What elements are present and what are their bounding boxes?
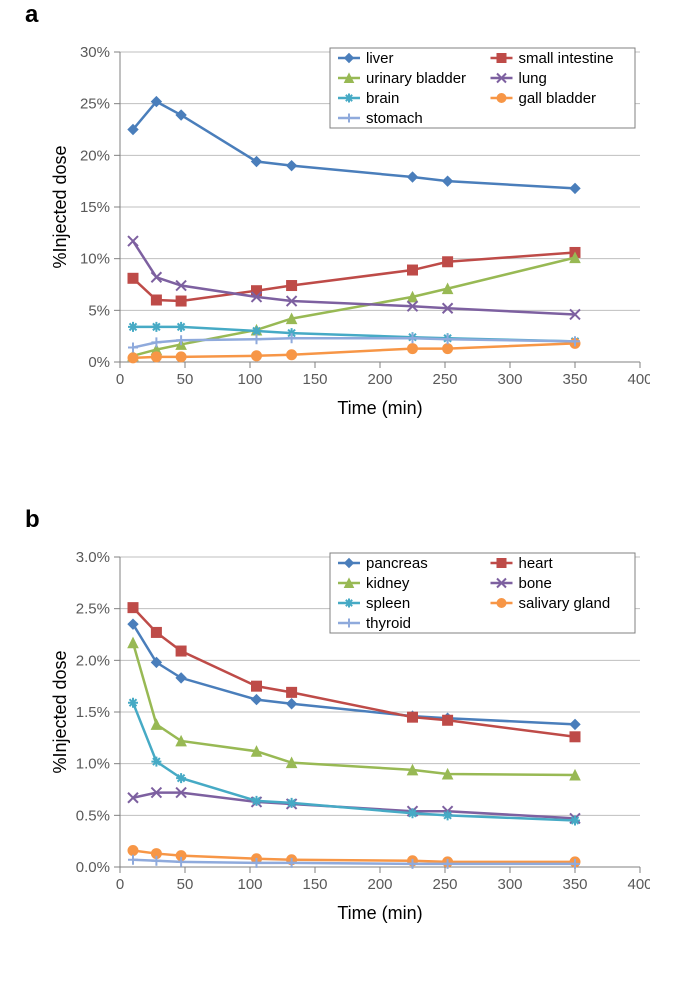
chart-b: 0 50 100 150 200 250 300 350 400 0.0% 0.5% 1.0% 1.5%… [50, 545, 650, 1005]
svg-text:0: 0 [116, 876, 124, 893]
svg-text:Time (min): Time (min) [337, 903, 422, 923]
svg-text:50: 50 [177, 371, 194, 388]
svg-text:25%: 25% [80, 96, 110, 113]
svg-text:1.5%: 1.5% [76, 704, 110, 721]
svg-text:thyroid: thyroid [366, 615, 411, 632]
svg-text:lung: lung [519, 70, 547, 87]
svg-text:gall bladder: gall bladder [519, 90, 597, 107]
svg-text:Time (min): Time (min) [337, 398, 422, 418]
panel-label-b: b [25, 506, 40, 534]
svg-text:150: 150 [302, 371, 327, 388]
svg-text:10%: 10% [80, 251, 110, 268]
svg-text:5%: 5% [88, 302, 110, 319]
svg-text:50: 50 [177, 876, 194, 893]
svg-text:150: 150 [302, 876, 327, 893]
svg-text:0.5%: 0.5% [76, 807, 110, 824]
svg-text:liver: liver [366, 50, 394, 67]
svg-text:200: 200 [367, 876, 392, 893]
panel-label-a: a [25, 1, 38, 29]
svg-text:kidney: kidney [366, 575, 410, 592]
svg-text:urinary bladder: urinary bladder [366, 70, 466, 87]
svg-text:spleen: spleen [366, 595, 410, 612]
svg-text:%Injected dose: %Injected dose [50, 650, 70, 773]
svg-text:0%: 0% [88, 354, 110, 371]
svg-text:0: 0 [116, 371, 124, 388]
svg-text:brain: brain [366, 90, 399, 107]
svg-text:350: 350 [562, 371, 587, 388]
svg-text:350: 350 [562, 876, 587, 893]
svg-text:%Injected dose: %Injected dose [50, 145, 70, 268]
svg-text:100: 100 [237, 371, 262, 388]
svg-text:300: 300 [497, 876, 522, 893]
svg-text:250: 250 [432, 371, 457, 388]
svg-text:pancreas: pancreas [366, 555, 428, 572]
svg-text:3.0%: 3.0% [76, 549, 110, 566]
svg-text:200: 200 [367, 371, 392, 388]
svg-text:2.5%: 2.5% [76, 601, 110, 618]
figure-page: { "panels": { "a": { "label": "a", "x_ax… [0, 0, 685, 1002]
svg-text:small intestine: small intestine [519, 50, 614, 67]
svg-text:400: 400 [627, 876, 650, 893]
svg-text:400: 400 [627, 371, 650, 388]
svg-text:bone: bone [519, 575, 552, 592]
svg-text:salivary gland: salivary gland [519, 595, 611, 612]
svg-text:stomach: stomach [366, 110, 423, 127]
svg-text:250: 250 [432, 876, 457, 893]
chart-a: 0 50 100 150 200 250 300 350 400 0% 5% 10% 15% 20% 25%… [50, 40, 650, 500]
svg-text:heart: heart [519, 555, 554, 572]
svg-text:20%: 20% [80, 147, 110, 164]
svg-text:30%: 30% [80, 44, 110, 61]
svg-text:1.0%: 1.0% [76, 756, 110, 773]
svg-text:300: 300 [497, 371, 522, 388]
svg-text:2.0%: 2.0% [76, 652, 110, 669]
svg-text:100: 100 [237, 876, 262, 893]
svg-text:15%: 15% [80, 199, 110, 216]
svg-text:0.0%: 0.0% [76, 859, 110, 876]
